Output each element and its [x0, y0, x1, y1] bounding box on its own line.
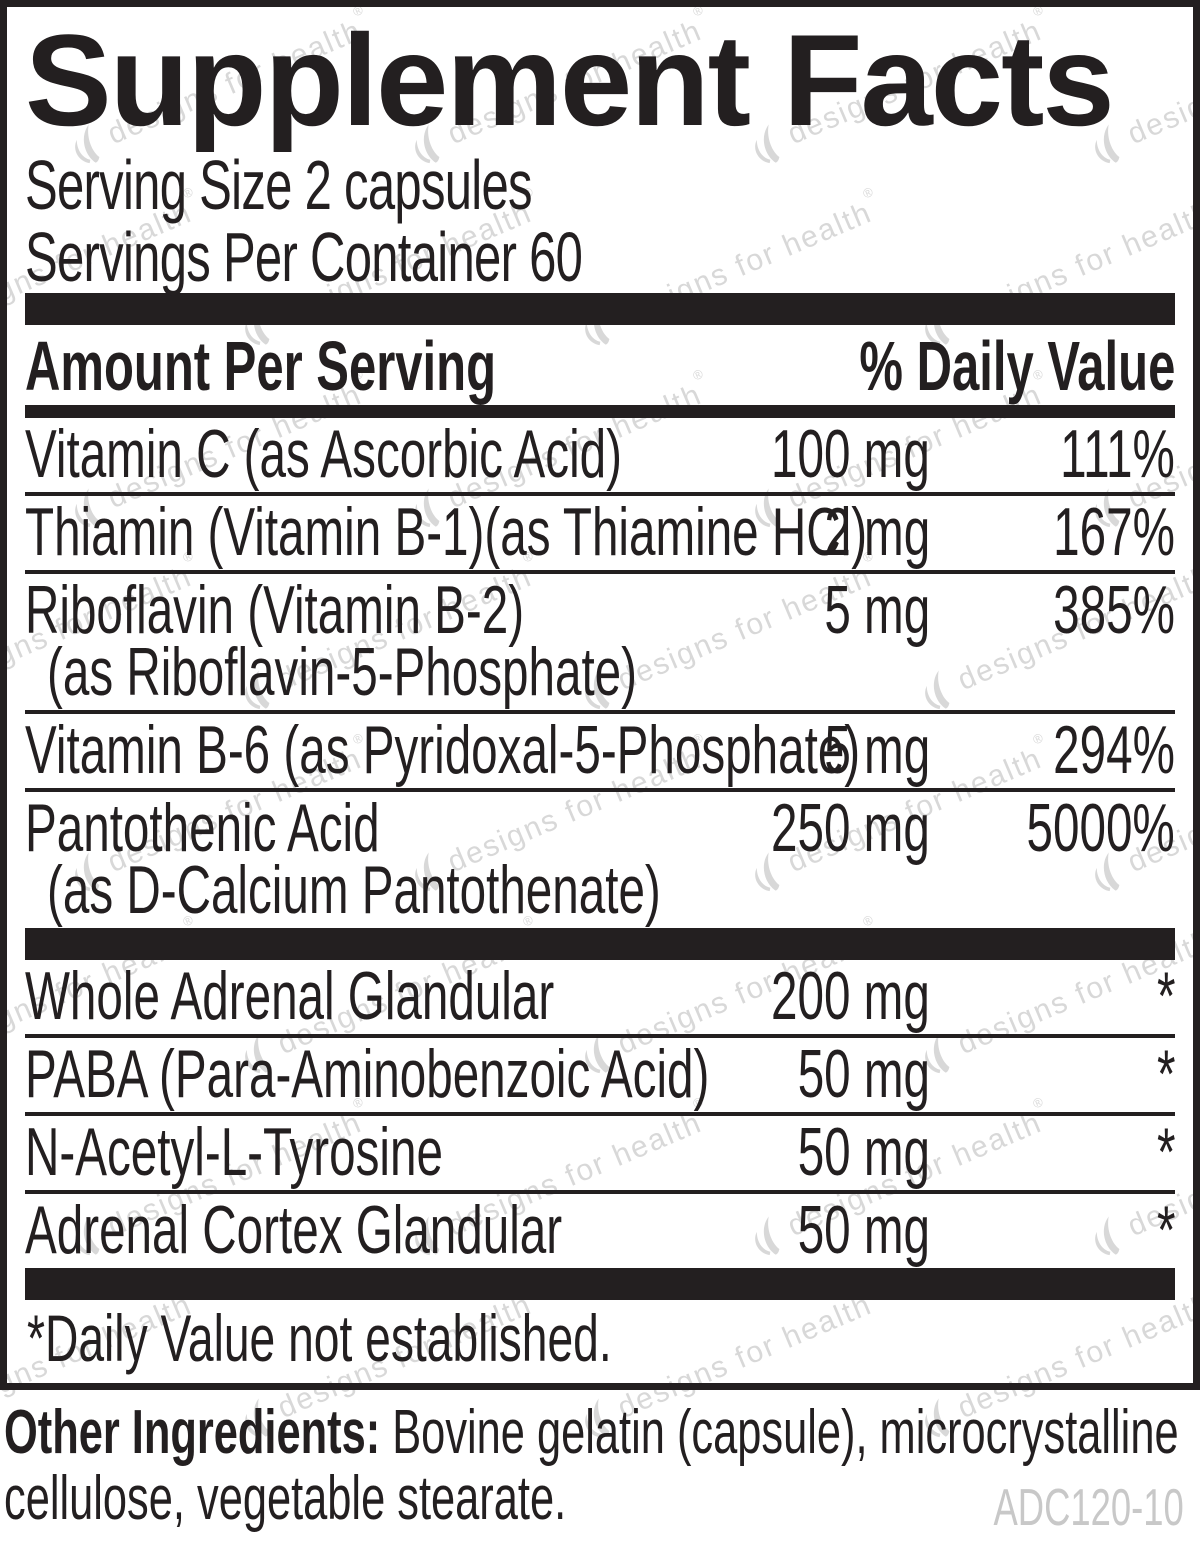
row-separator [25, 1190, 1175, 1194]
ingredient-name: Adrenal Cortex Glandular [25, 1192, 563, 1268]
daily-value-footnote: *Daily Value not established. [25, 1300, 1175, 1375]
row-separator [25, 492, 1175, 496]
ingredient-dv: * [1156, 1192, 1175, 1268]
ingredient-amount: 200 mg [771, 958, 930, 1034]
table-row-whole-adrenal: Whole Adrenal Glandular 200 mg * [25, 960, 1175, 1034]
other-ingredients-line1: Other Ingredients: Bovine gelatin (capsu… [4, 1400, 1194, 1466]
amount-per-serving-header: Amount Per Serving [25, 327, 497, 405]
ingredient-dv: 5000% [1026, 790, 1175, 866]
divider-bar-thick-bottom [25, 1268, 1175, 1300]
other-ingredients-text-2: cellulose, vegetable stearate. [4, 1464, 567, 1533]
ingredient-name: Vitamin B-6 (as Pyridoxal-5-Phosphate) [25, 712, 861, 788]
other-ingredients-text-1: Bovine gelatin (capsule), microcrystalli… [392, 1398, 1179, 1467]
row-separator [25, 788, 1175, 792]
other-ingredients: Other Ingredients: Bovine gelatin (capsu… [4, 1400, 1194, 1532]
table-row-n-acetyl-l-tyrosine: N-Acetyl-L-Tyrosine 50 mg * [25, 1116, 1175, 1190]
ingredient-name: Riboflavin (Vitamin B-2) [25, 572, 525, 648]
product-code: ADC120-10 [912, 1478, 1184, 1538]
ingredient-name: Thiamin (Vitamin B-1)(as Thiamine HCl) [25, 494, 868, 570]
serving-size-line: Serving Size 2 capsules [25, 149, 1175, 221]
table-row-riboflavin: Riboflavin (Vitamin B-2) (as Riboflavin-… [25, 574, 1175, 710]
divider-bar-thick-middle [25, 928, 1175, 960]
ingredient-name: PABA (Para-Aminobenzoic Acid) [25, 1036, 710, 1112]
divider-bar-thick-top [25, 293, 1175, 325]
table-row-vitamin-c: Vitamin C (as Ascorbic Acid) 100 mg 111% [25, 418, 1175, 492]
ingredient-name: Vitamin C (as Ascorbic Acid) [25, 416, 622, 492]
table-row-adrenal-cortex: Adrenal Cortex Glandular 50 mg * [25, 1194, 1175, 1268]
ingredient-amount: 250 mg [771, 790, 930, 866]
ingredient-dv: * [1156, 1036, 1175, 1112]
table-row-paba: PABA (Para-Aminobenzoic Acid) 50 mg * [25, 1038, 1175, 1112]
ingredient-dv: * [1156, 958, 1175, 1034]
servings-per-container-text: Servings Per Container 60 [25, 218, 583, 296]
ingredient-amount: 100 mg [771, 416, 930, 492]
serving-info: Serving Size 2 capsules Servings Per Con… [25, 149, 1175, 293]
row-separator [25, 710, 1175, 714]
ingredient-name: N-Acetyl-L-Tyrosine [25, 1114, 443, 1190]
ingredient-name: Whole Adrenal Glandular [25, 958, 555, 1034]
daily-value-footnote-text: *Daily Value not established. [27, 1301, 612, 1375]
ingredient-dv: * [1156, 1114, 1175, 1190]
table-row-pantothenic-acid: Pantothenic Acid (as D-Calcium Pantothen… [25, 792, 1175, 928]
serving-size-text: Serving Size 2 capsules [25, 146, 533, 224]
ingredient-dv: 167% [1053, 494, 1175, 570]
ingredient-amount: 2 mg [824, 494, 930, 570]
divider-bar-medium [25, 405, 1175, 418]
row-separator [25, 570, 1175, 574]
servings-per-container-line: Servings Per Container 60 [25, 221, 1175, 293]
ingredient-amount: 5 mg [824, 572, 930, 648]
daily-value-header: % Daily Value [859, 327, 1175, 405]
ingredient-amount: 5 mg [824, 712, 930, 788]
ingredient-amount: 50 mg [797, 1036, 930, 1112]
table-row-thiamin: Thiamin (Vitamin B-1)(as Thiamine HCl) 2… [25, 496, 1175, 570]
ingredient-name-subline: (as Riboflavin-5-Phosphate) [47, 634, 638, 710]
ingredient-amount: 50 mg [797, 1192, 930, 1268]
ingredient-amount: 50 mg [797, 1114, 930, 1190]
product-code-text: ADC120-10 [993, 1479, 1184, 1537]
table-row-vitamin-b6: Vitamin B-6 (as Pyridoxal-5-Phosphate) 5… [25, 714, 1175, 788]
ingredient-dv: 111% [1060, 416, 1175, 492]
column-header-row: Amount Per Serving % Daily Value [25, 325, 1175, 405]
ingredient-dv: 294% [1053, 712, 1175, 788]
supplement-facts-panel: Supplement Facts Serving Size 2 capsules… [0, 0, 1200, 1390]
ingredient-name: Pantothenic Acid [25, 790, 380, 866]
other-ingredients-label: Other Ingredients: [4, 1398, 381, 1467]
ingredient-dv: 385% [1053, 572, 1175, 648]
row-separator [25, 1112, 1175, 1116]
ingredient-name-subline: (as D-Calcium Pantothenate) [47, 852, 661, 928]
other-ingredients-line2: cellulose, vegetable stearate. [4, 1466, 1194, 1532]
panel-title: Supplement Facts [25, 7, 1115, 153]
